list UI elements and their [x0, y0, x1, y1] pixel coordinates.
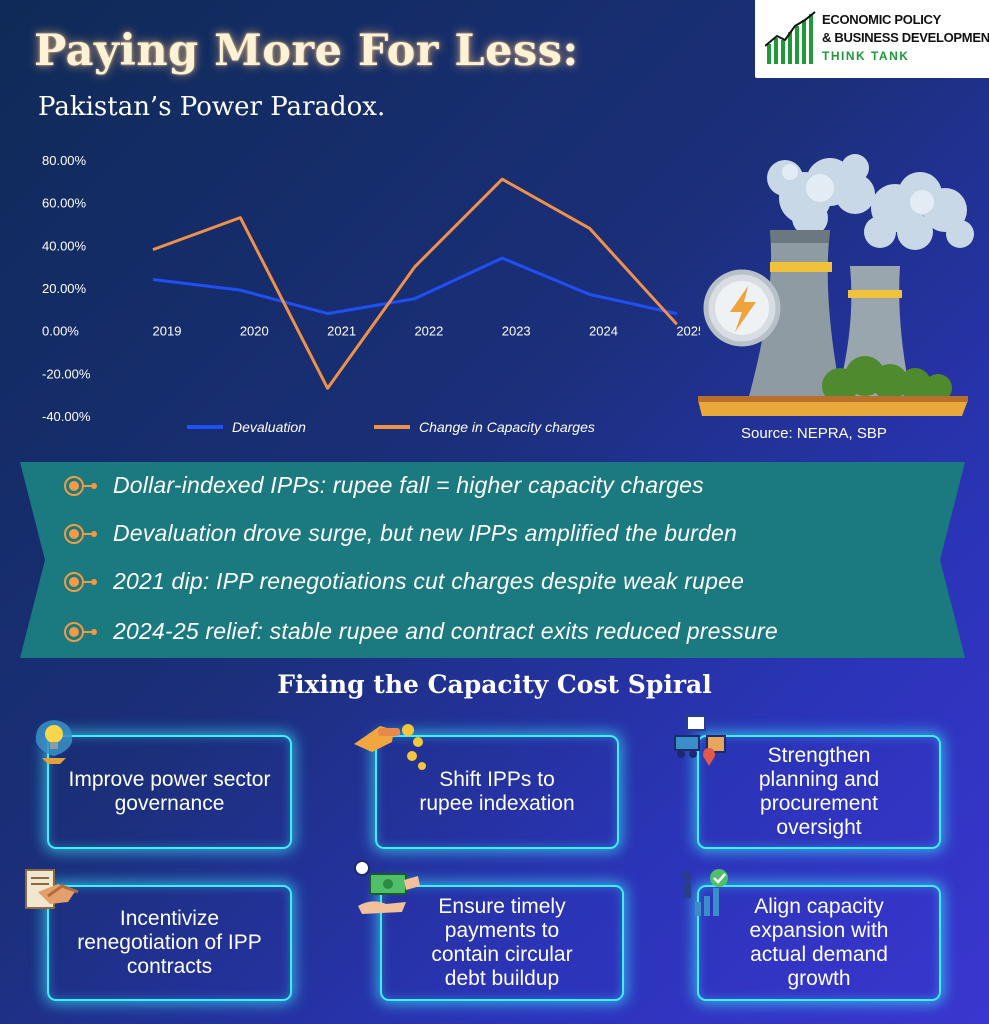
logo-line-1: ECONOMIC POLICY — [822, 12, 942, 27]
card-align-capacity: Align capacity expansion with actual dem… — [697, 885, 941, 1001]
x-tick-label: 2022 — [414, 324, 443, 339]
card-label: Align capacity expansion with actual dem… — [749, 895, 889, 990]
handshake-contract-icon — [25, 869, 79, 909]
legend-label: Change in Capacity charges — [419, 419, 595, 435]
x-tick-label: 2019 — [153, 324, 182, 339]
key-points-banner: Dollar-indexed IPPs: rupee fall = higher… — [0, 460, 989, 660]
card-timely-payments: Ensure timely payments to contain circul… — [380, 885, 624, 1001]
page-subtitle: Pakistan’s Power Paradox. — [38, 92, 386, 122]
bullet-point-icon — [64, 621, 100, 642]
y-tick-label: 40.00% — [42, 238, 87, 253]
x-tick-label: 2025 — [676, 324, 700, 339]
y-tick-label: -40.00% — [42, 409, 91, 424]
bullet-text: Devaluation drove surge, but new IPPs am… — [113, 520, 738, 546]
think-tank-logo: ECONOMIC POLICY & BUSINESS DEVELOPMENT T… — [755, 0, 989, 78]
bullet-4: 2024-25 relief: stable rupee and contrac… — [64, 618, 778, 645]
card-label: Improve power sector governance — [68, 768, 271, 815]
fixes-section-title: Fixing the Capacity Cost Spiral — [277, 670, 712, 699]
y-tick-label: 0.00% — [42, 324, 79, 339]
x-tick-label: 2021 — [327, 324, 356, 339]
bullet-2: Devaluation drove surge, but new IPPs am… — [64, 520, 737, 547]
lightbulb-icon — [35, 720, 73, 764]
y-tick-label: 20.00% — [42, 281, 87, 296]
bullet-point-icon — [64, 523, 100, 544]
bullet-point-icon — [64, 475, 100, 496]
coin-hand-icon — [354, 724, 426, 770]
logistics-icon — [674, 715, 726, 766]
card-planning-oversight: Strengthen planning and procurement over… — [697, 735, 941, 849]
series-line-2 — [152, 177, 678, 390]
card-rupee-indexation: Shift IPPs to rupee indexation — [375, 735, 619, 849]
bullet-text: 2024-25 relief: stable rupee and contrac… — [113, 618, 778, 644]
bullet-text: Dollar-indexed IPPs: rupee fall = higher… — [113, 472, 704, 498]
logo-line-3: THINK TANK — [822, 49, 910, 63]
y-tick-label: -20.00% — [42, 366, 91, 381]
bullet-text: 2021 dip: IPP renegotiations cut charges… — [113, 568, 745, 594]
x-tick-label: 2023 — [502, 324, 531, 339]
card-renegotiation: Incentivize renegotiation of IPP contrac… — [47, 885, 292, 1001]
banner-shape — [20, 462, 965, 658]
line-chart: 80.00% 60.00% 40.00% 20.00% 0.00% -20.00% -40.… — [42, 153, 700, 435]
card-label: Shift IPPs to rupee indexation — [419, 768, 575, 815]
logo-line-2: & BUSINESS DEVELOPMENT — [822, 30, 989, 45]
legend-label: Devaluation — [232, 419, 306, 435]
bullet-point-icon — [64, 571, 100, 592]
chart-source: Source: NEPRA, SBP — [741, 425, 887, 442]
y-tick-label: 80.00% — [42, 153, 87, 168]
card-label: Incentivize renegotiation of IPP contrac… — [77, 907, 262, 978]
card-governance: Improve power sector governance — [47, 735, 292, 849]
bullet-3: 2021 dip: IPP renegotiations cut charges… — [64, 568, 744, 595]
card-label: Strengthen planning and procurement over… — [758, 744, 880, 839]
page-title: Paying More For Less: — [34, 26, 579, 76]
y-tick-label: 60.00% — [42, 196, 87, 211]
bullet-1: Dollar-indexed IPPs: rupee fall = higher… — [64, 472, 704, 499]
growth-bars-logo-icon — [765, 11, 816, 64]
growth-chart-icon — [682, 869, 728, 916]
money-payment-icon — [354, 860, 420, 914]
x-tick-label: 2020 — [240, 324, 269, 339]
card-label: Ensure timely payments to contain circul… — [431, 895, 573, 990]
x-tick-label: 2024 — [589, 324, 618, 339]
power-plant-cooling-towers-icon — [698, 154, 974, 416]
